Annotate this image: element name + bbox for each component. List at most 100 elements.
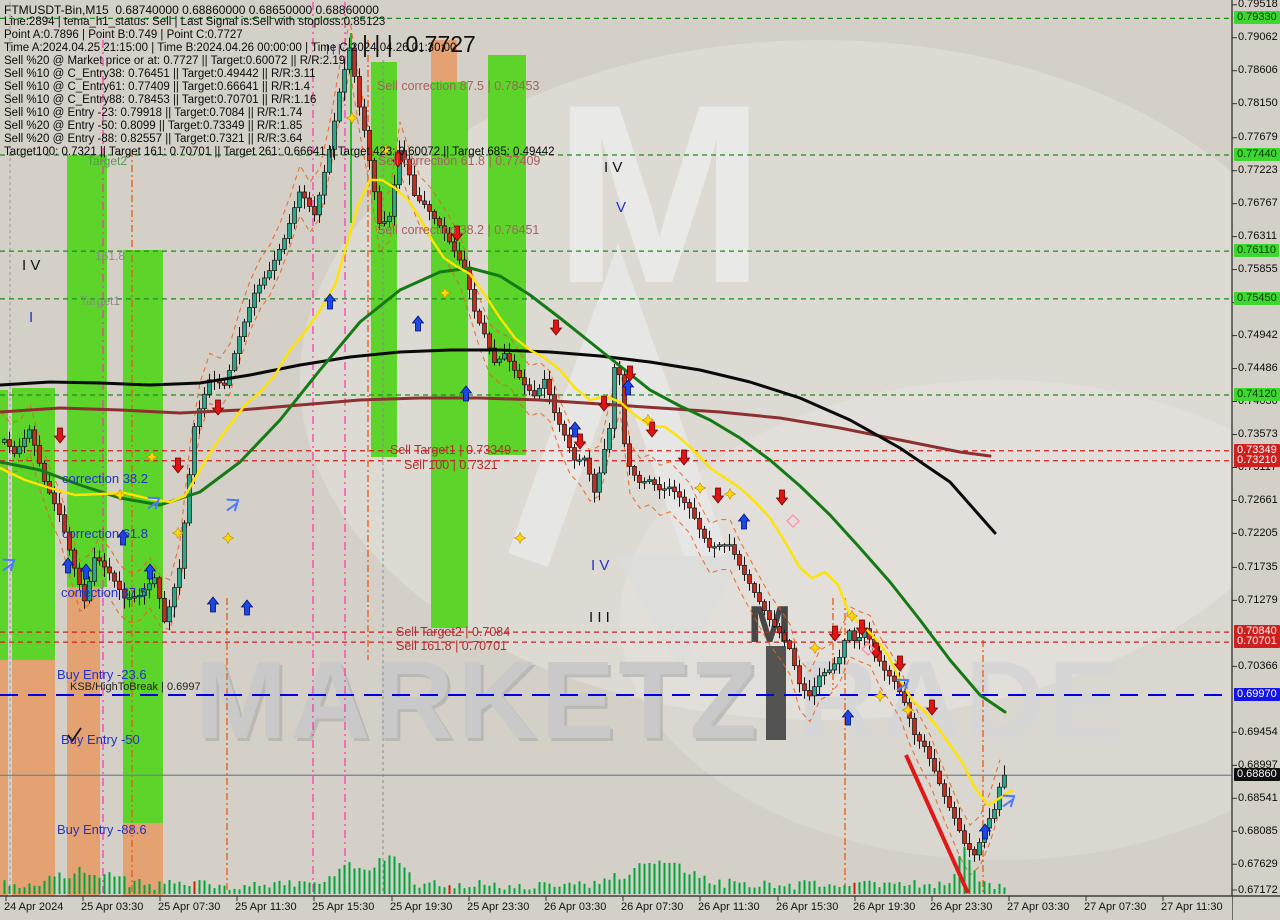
time-axis-label: 25 Apr 19:30 bbox=[390, 901, 453, 913]
buy-arrow-icon bbox=[143, 563, 157, 580]
annotation-point-c-price[interactable]: | | | 0.7727 bbox=[362, 31, 476, 57]
time-axis-label: 26 Apr 03:30 bbox=[544, 901, 607, 913]
buy-arrow-icon bbox=[568, 421, 582, 438]
price-axis-highlight-label: 0.73349 bbox=[1234, 443, 1280, 457]
price-axis-highlight-label: 0.79330 bbox=[1234, 11, 1280, 25]
annotation-buy-entry-50[interactable]: Buy Entry -50 bbox=[61, 732, 140, 747]
sell-arrow-icon bbox=[711, 487, 725, 504]
price-axis-label: 0.67172 bbox=[1238, 883, 1278, 896]
price-axis-label: 0.70366 bbox=[1238, 659, 1278, 672]
orange-zone bbox=[0, 660, 8, 896]
sell-arrow-icon bbox=[391, 151, 405, 168]
hollow-arrow-icon bbox=[226, 498, 240, 512]
time-axis-label: 25 Apr 15:30 bbox=[312, 901, 375, 913]
price-axis-label: 0.72205 bbox=[1238, 526, 1278, 539]
sell-arrow-icon bbox=[573, 433, 587, 450]
annotation-buy-entry-88[interactable]: Buy Entry -88.6 bbox=[57, 822, 147, 837]
buy-arrow-icon bbox=[240, 599, 254, 616]
signal-info-line: Sell %10 @ C_Entry88: 0.78453 || Target:… bbox=[4, 94, 317, 106]
annotation-sell-correction-87[interactable]: Sell correction 87.5 | 0.78453 bbox=[377, 79, 540, 93]
time-axis-label: 25 Apr 11:30 bbox=[235, 901, 297, 913]
annotation-161-8[interactable]: 161.8 bbox=[95, 249, 126, 263]
price-axis-highlight-label: 0.74120 bbox=[1234, 388, 1280, 401]
annotation-ksb-high-to-break[interactable]: KSB/HighToBreak | 0.6997 bbox=[70, 681, 201, 693]
star-signal-icon bbox=[438, 286, 452, 300]
price-axis-label: 0.67629 bbox=[1238, 857, 1278, 870]
annotation-sell-100[interactable]: Sell 100 | 0.7321 bbox=[404, 458, 498, 472]
chart-symbol-ohlc-title: FTMUSDT-Bin,M15 0.68740000 0.68860000 0.… bbox=[4, 3, 379, 17]
price-axis-label: 0.74942 bbox=[1238, 329, 1278, 342]
green-zone bbox=[67, 155, 107, 587]
green-zone bbox=[123, 250, 163, 823]
trailing-stop-envelope bbox=[0, 20, 1001, 876]
price-axis-label: 0.77223 bbox=[1238, 164, 1278, 177]
price-axis-label: 0.68085 bbox=[1238, 824, 1278, 837]
price-axis-label: 0.79062 bbox=[1238, 31, 1278, 44]
annotation-sell-161-8[interactable]: Sell 161.8 | 0.70701 bbox=[396, 639, 507, 653]
ma-fast-yellow bbox=[0, 178, 1014, 807]
signal-info-line: Sell %20 @ Market price or at: 0.7727 ||… bbox=[4, 55, 346, 67]
signal-info-line: Sell %10 @ C_Entry38: 0.76451 || Target:… bbox=[4, 68, 316, 80]
annotation-wave-iv-top[interactable]: I V bbox=[604, 159, 623, 176]
time-axis-label: 27 Apr 07:30 bbox=[1084, 901, 1147, 913]
red-trend-line[interactable] bbox=[904, 754, 970, 894]
signal-markers bbox=[2, 111, 1016, 840]
price-axis-label: 0.76767 bbox=[1238, 197, 1278, 210]
sell-arrow-icon bbox=[171, 457, 185, 474]
annotation-target2[interactable]: Target2 bbox=[87, 154, 128, 168]
sell-arrow-icon bbox=[211, 399, 225, 416]
green-zone bbox=[0, 390, 8, 660]
buy-arrow-icon bbox=[79, 563, 93, 580]
annotation-sell-target1[interactable]: Sell Target1 | 0.73349 bbox=[390, 443, 512, 457]
annotation-correction-38[interactable]: correction 38.2 bbox=[62, 471, 148, 486]
orange-zone bbox=[431, 40, 457, 82]
time-axis-label: 25 Apr 07:30 bbox=[158, 901, 221, 913]
price-axis-highlight-label: 0.70701 bbox=[1234, 635, 1280, 649]
annotation-wave-iii-mid[interactable]: I I I bbox=[589, 609, 610, 626]
time-axis-label: 27 Apr 11:30 bbox=[1161, 901, 1223, 913]
annotation-wave-v-top[interactable]: V bbox=[616, 199, 627, 216]
ma-slow-black bbox=[0, 348, 997, 535]
annotation-wave-iv-left[interactable]: I V bbox=[22, 257, 41, 274]
price-axis-highlight-label: 0.70840 bbox=[1234, 625, 1280, 639]
watermark-text-marketz: MARKETZ bbox=[195, 639, 761, 762]
price-axis-label: 0.68541 bbox=[1238, 791, 1278, 804]
green-zone bbox=[12, 388, 55, 660]
time-axis-label: 27 Apr 03:30 bbox=[1007, 901, 1070, 913]
time-axis-label: 26 Apr 07:30 bbox=[621, 901, 684, 913]
buy-arrow-icon bbox=[206, 596, 220, 613]
annotation-wave-i-left[interactable]: I bbox=[29, 309, 34, 326]
star-signal-icon bbox=[641, 413, 655, 427]
price-axis-highlight-label: 0.76110 bbox=[1234, 244, 1279, 258]
annotation-correction-87[interactable]: correction 87.5 bbox=[61, 585, 147, 600]
signal-info-line: Sell %10 @ Entry -23: 0.79918 || Target:… bbox=[4, 107, 303, 119]
annotation-sell-target2[interactable]: Sell Target2 | 0.7084 bbox=[396, 625, 511, 639]
price-axis-label: 0.75855 bbox=[1238, 263, 1278, 276]
sell-arrow-icon bbox=[645, 421, 659, 438]
hollow-arrow-icon bbox=[1002, 794, 1016, 808]
time-axis-label: 26 Apr 15:30 bbox=[776, 901, 839, 913]
orange-zone bbox=[12, 660, 55, 896]
sell-arrow-icon bbox=[597, 395, 611, 412]
star-signal-icon bbox=[693, 481, 707, 495]
annotation-sell-correction-61[interactable]: Sell correction 61.8 | 0.77409 bbox=[378, 154, 541, 168]
orange-zone bbox=[123, 823, 163, 896]
star-signal-icon bbox=[901, 703, 915, 717]
annotation-correction-61[interactable]: correction 61.8 bbox=[62, 526, 148, 541]
time-axis-label: 26 Apr 23:30 bbox=[930, 901, 993, 913]
sell-arrow-icon bbox=[53, 427, 67, 444]
annotation-wave-iv-mid[interactable]: I V bbox=[591, 557, 610, 574]
star-signal-icon bbox=[723, 487, 737, 501]
annotation-sell-correction-38[interactable]: Sell correction 38.2 | 0.76451 bbox=[377, 223, 540, 237]
annotation-target1[interactable]: Target1 bbox=[80, 294, 121, 308]
buy-arrow-icon bbox=[116, 529, 130, 546]
price-axis-label: 0.76311 bbox=[1238, 230, 1277, 243]
star-signal-icon bbox=[113, 488, 127, 502]
buy-arrow-icon bbox=[841, 709, 855, 726]
annotation-buy-entry-23[interactable]: Buy Entry -23.6 bbox=[57, 667, 147, 682]
star-signal-icon bbox=[513, 531, 527, 545]
price-level-lines bbox=[0, 17, 1232, 776]
annotation-blue-ticks[interactable]: | | | bbox=[326, 43, 341, 55]
